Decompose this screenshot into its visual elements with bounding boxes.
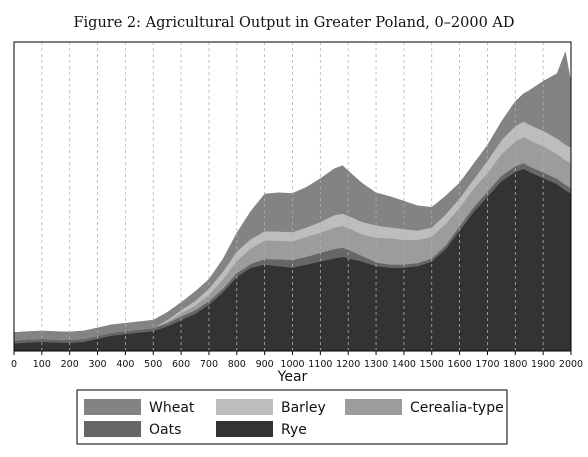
legend-swatch-barley (216, 399, 273, 415)
x-tick-label: 800 (228, 359, 246, 370)
x-tick-label: 600 (172, 359, 190, 370)
x-tick-label: 900 (256, 359, 274, 370)
x-tick-label: 1000 (280, 359, 304, 370)
x-tick-label: 1800 (503, 359, 527, 370)
chart-title: Figure 2: Agricultural Output in Greater… (73, 15, 514, 31)
legend-swatch-cerealia-type (345, 399, 402, 415)
legend-swatch-oats (84, 421, 141, 437)
x-tick-label: 400 (116, 359, 134, 370)
plot-area (13, 41, 572, 352)
x-tick-label: 0 (11, 359, 17, 370)
x-tick-label: 1500 (420, 359, 444, 370)
x-tick-label: 1200 (336, 359, 360, 370)
x-axis-ticks: 0 100 200 300 400 500 600 700 800 900 1000 1100 1200… (11, 351, 583, 370)
legend-label: Oats (149, 422, 181, 438)
x-tick-label: 300 (88, 359, 106, 370)
x-tick-label: 1400 (392, 359, 416, 370)
x-tick-label: 1300 (364, 359, 388, 370)
x-tick-label: 1700 (475, 359, 499, 370)
legend: Wheat Barley Cerealia-type Oats Rye (76, 389, 508, 445)
x-axis-label: Year (277, 369, 308, 385)
x-tick-label: 1100 (308, 359, 332, 370)
legend-label: Rye (281, 422, 307, 438)
x-tick-label: 700 (200, 359, 218, 370)
x-tick-label: 100 (33, 359, 51, 370)
legend-box (76, 389, 508, 445)
x-tick-label: 500 (144, 359, 162, 370)
legend-label: Barley (281, 400, 326, 416)
x-tick-label: 2000 (559, 359, 583, 370)
x-tick-label: 1600 (448, 359, 472, 370)
legend-label: Cerealia-type (410, 400, 504, 416)
legend-label: Wheat (149, 400, 195, 416)
x-tick-label: 200 (61, 359, 79, 370)
x-tick-label: 1900 (531, 359, 555, 370)
legend-swatch-wheat (84, 399, 141, 415)
legend-swatch-rye (216, 421, 273, 437)
